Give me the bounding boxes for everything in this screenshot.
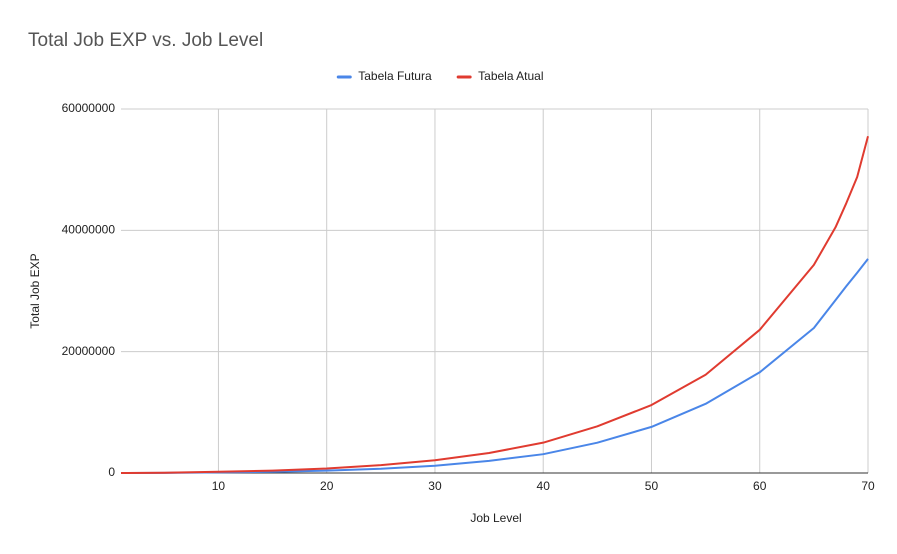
plot [120,136,869,474]
y-tick-label: 0 [108,465,115,479]
x-tick-label: 20 [320,479,334,493]
x-tick-label: 30 [428,479,442,493]
y-tick-label: 60000000 [62,101,116,115]
y-axis-label: Total Job EXP [28,253,42,328]
y-tick-label: 40000000 [62,223,116,237]
y-tick-label: 20000000 [62,344,116,358]
x-axis-label: Job Level [470,511,521,525]
legend-label: Tabela Atual [478,69,543,83]
legend-label: Tabela Futura [358,69,432,83]
series-line [120,258,869,474]
chart-title: Total Job EXP vs. Job Level [28,30,263,51]
x-tick-label: 50 [645,479,659,493]
x-tick-label: 10 [212,479,226,493]
series-line [120,136,869,474]
legend: Tabela Futura Tabela Atual [336,69,544,83]
grid: 0 20000000 40000000 60000000 10 20 30 40 50 60 70 [62,101,875,493]
x-tick-label: 60 [753,479,767,493]
x-tick-label: 70 [861,479,875,493]
x-tick-label: 40 [537,479,551,493]
